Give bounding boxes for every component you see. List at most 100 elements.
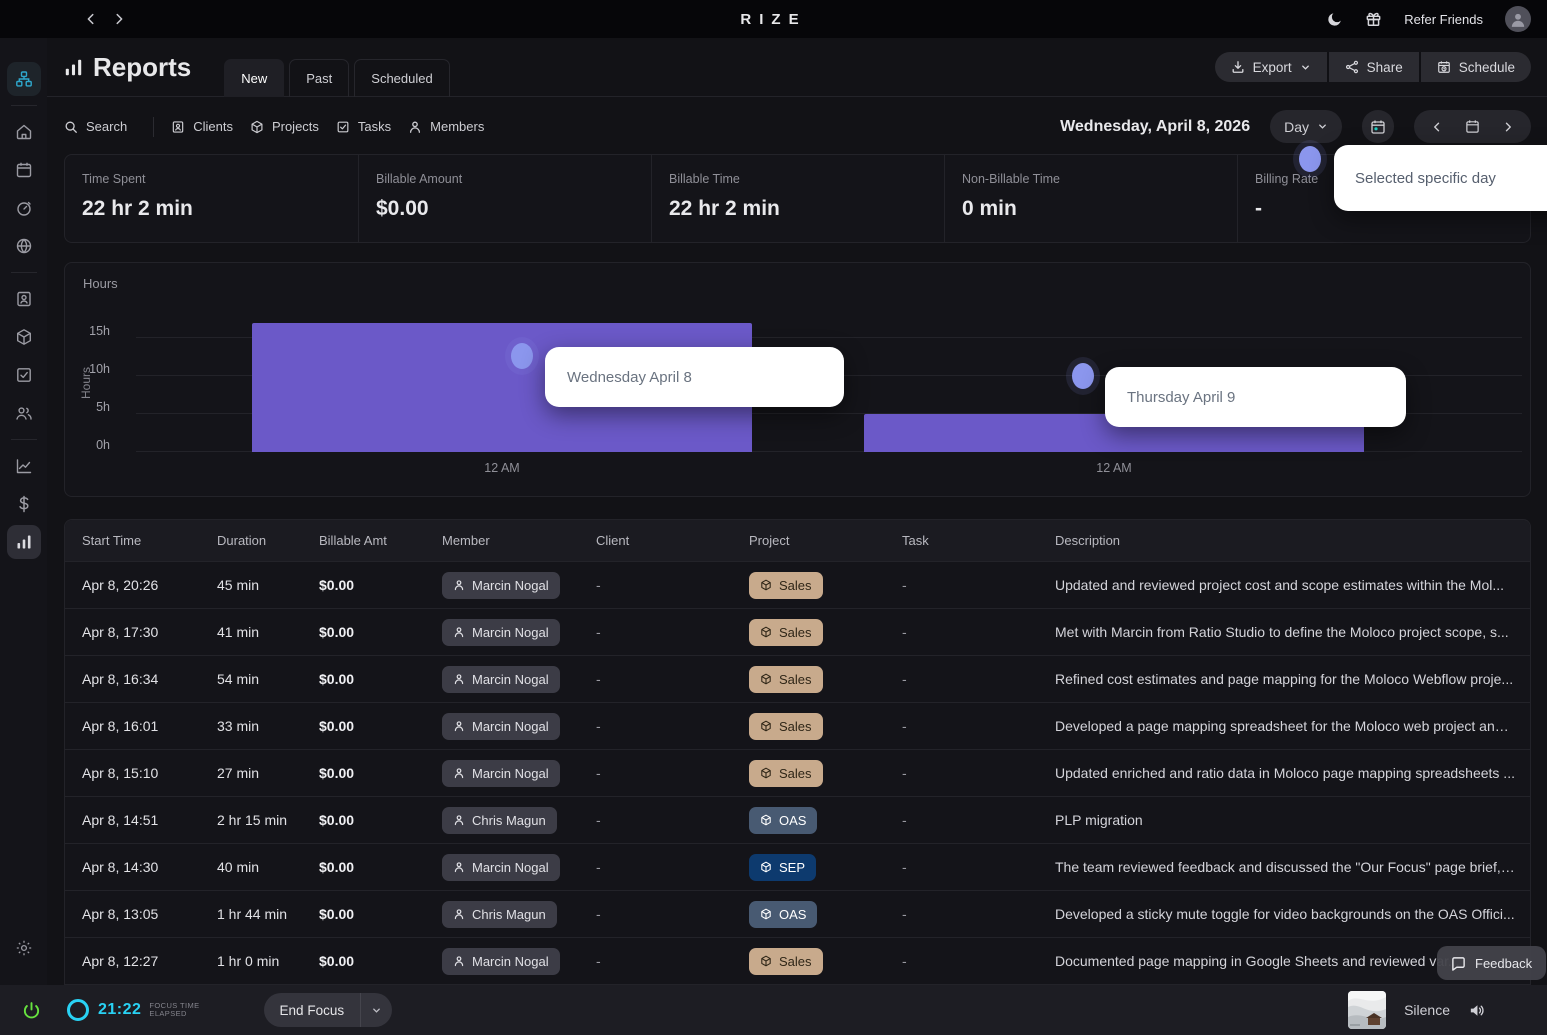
project-chip[interactable]: Sales [749,712,823,740]
gift-icon[interactable] [1365,11,1382,28]
schedule-button[interactable]: Schedule [1418,52,1531,82]
sidebar-item-projects[interactable] [7,320,41,354]
projects-label: Projects [271,119,319,134]
sidebar-item-members[interactable] [7,396,41,430]
member-chip[interactable]: Marcin Nogal [442,947,560,975]
end-focus-menu-chevron[interactable] [360,993,392,1027]
dark-mode-moon-icon[interactable] [1327,11,1343,27]
table-row[interactable]: Apr 8, 14:51 2 hr 15 min $0.00 Chris Mag… [65,797,1530,844]
table-row[interactable]: Apr 8, 13:05 1 hr 44 min $0.00 Chris Mag… [65,891,1530,938]
project-chip[interactable]: Sales [749,571,823,599]
gridline-15h [136,337,1522,338]
y-tick-10h: 10h [89,362,110,376]
project-chip[interactable]: Sales [749,947,823,975]
range-label: Day [1284,118,1309,135]
clients-card-icon [171,120,185,134]
cell-billable: $0.00 [319,624,355,640]
refer-friends-link[interactable]: Refer Friends [1404,11,1483,27]
col-duration: Duration [217,533,267,548]
export-button[interactable]: Export [1215,52,1327,82]
project-chip[interactable]: Sales [749,665,823,693]
sidebar-item-analytics[interactable] [7,449,41,483]
project-chip[interactable]: OAS [749,900,818,928]
table-row[interactable]: Apr 8, 16:34 54 min $0.00 Marcin Nogal -… [65,656,1530,703]
clients-label: Clients [193,119,233,134]
chat-bubble-icon [1451,956,1466,971]
member-name: Marcin Nogal [472,718,549,734]
stat-label: Billable Amount [376,172,463,186]
cell-description: Updated and reviewed project cost and sc… [1055,577,1505,593]
sidebar-item-billing[interactable] [7,487,41,521]
user-avatar[interactable] [1505,6,1531,32]
search-filter[interactable]: Search [64,119,127,134]
projects-filter[interactable]: Projects [250,119,319,134]
member-chip[interactable]: Marcin Nogal [442,759,560,787]
pick-date-button[interactable] [1362,110,1394,143]
cell-billable: $0.00 [319,953,355,969]
share-button[interactable]: Share [1326,52,1419,82]
cell-task: - [902,671,907,687]
today-calendar-button[interactable] [1454,119,1491,134]
cell-client: - [596,765,601,781]
history-back-icon[interactable] [84,12,98,26]
share-icon [1345,60,1359,74]
project-chip[interactable]: Sales [749,618,823,646]
history-forward-icon[interactable] [112,12,126,26]
table-row[interactable]: Apr 8, 17:30 41 min $0.00 Marcin Nogal -… [65,609,1530,656]
sidebar-item-timer[interactable] [7,191,41,225]
ambient-sound-name[interactable]: Silence [1404,1002,1450,1018]
focus-session-bar: 21:22 FOCUS TIME ELAPSED End Focus Silen… [0,985,1547,1035]
tab-past[interactable]: Past [289,58,350,97]
member-chip[interactable]: Chris Magun [442,806,557,834]
project-chip[interactable]: OAS [749,806,818,834]
settings-gear-icon[interactable] [7,931,41,965]
workspace-switcher-sitemap-icon[interactable] [6,62,41,96]
sidebar-item-reports[interactable] [6,525,41,559]
range-selector-day[interactable]: Day [1270,110,1342,143]
cell-start-time: Apr 8, 16:01 [82,718,159,734]
sidebar-item-globe[interactable] [7,229,41,263]
chevron-down-icon [1300,62,1311,73]
project-name: Sales [779,718,812,734]
project-chip[interactable]: SEP [749,853,817,881]
cell-billable: $0.00 [319,577,355,593]
cell-billable: $0.00 [319,859,355,875]
prev-day-button[interactable] [1420,121,1454,133]
member-chip[interactable]: Marcin Nogal [442,571,560,599]
speaker-volume-icon[interactable] [1468,1002,1485,1019]
table-row[interactable]: Apr 8, 20:26 45 min $0.00 Marcin Nogal -… [65,562,1530,609]
table-row[interactable]: Apr 8, 15:10 27 min $0.00 Marcin Nogal -… [65,750,1530,797]
stat-billing-rate: Billing Rate - [1237,155,1530,242]
tab-scheduled[interactable]: Scheduled [354,58,450,97]
stat-non-billable-time: Non-Billable Time 0 min [944,155,1237,242]
member-chip[interactable]: Marcin Nogal [442,712,560,740]
cell-start-time: Apr 8, 13:05 [82,906,159,922]
table-row[interactable]: Apr 8, 12:27 1 hr 0 min $0.00 Marcin Nog… [65,938,1530,984]
end-focus-button[interactable]: End Focus [279,1002,345,1018]
sidebar-item-clients[interactable] [7,282,41,316]
cell-start-time: Apr 8, 20:26 [82,577,159,593]
chart-y-axis-label: Hours [79,367,93,400]
cell-description: Developed a page mapping spreadsheet for… [1055,718,1519,734]
member-chip[interactable]: Marcin Nogal [442,853,560,881]
table-row[interactable]: Apr 8, 14:30 40 min $0.00 Marcin Nogal -… [65,844,1530,891]
tab-new[interactable]: New [224,58,285,97]
members-filter[interactable]: Members [408,119,484,134]
cell-description: Met with Marcin from Ratio Studio to def… [1055,624,1509,640]
member-chip[interactable]: Chris Magun [442,900,557,928]
sidebar-divider [10,439,37,440]
feedback-button[interactable]: Feedback [1437,946,1547,980]
sidebar-item-tasks[interactable] [7,358,41,392]
sidebar-item-home[interactable] [7,115,41,149]
col-description: Description [1055,533,1121,548]
member-chip[interactable]: Marcin Nogal [442,665,560,693]
power-icon[interactable] [22,1001,41,1020]
next-day-button[interactable] [1491,121,1525,133]
table-row[interactable]: Apr 8, 16:01 33 min $0.00 Marcin Nogal -… [65,703,1530,750]
project-chip[interactable]: Sales [749,759,823,787]
tasks-filter[interactable]: Tasks [336,119,391,134]
sidebar-item-calendar[interactable] [7,153,41,187]
clients-filter[interactable]: Clients [171,119,233,134]
member-chip[interactable]: Marcin Nogal [442,618,560,646]
ambient-scene-thumbnail[interactable] [1348,991,1387,1029]
